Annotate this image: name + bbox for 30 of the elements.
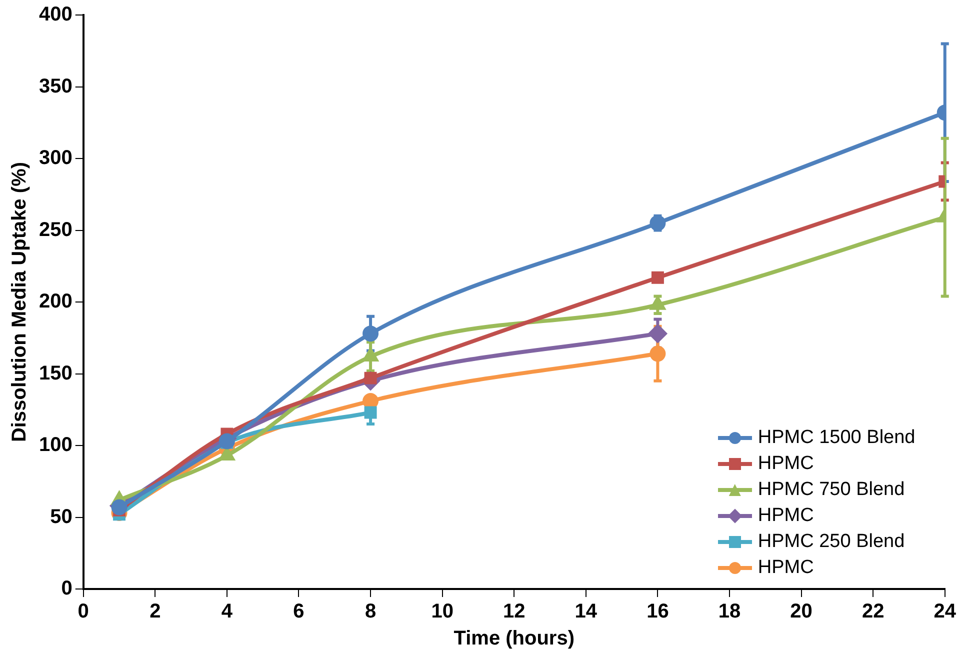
- x-tick-label: 16: [646, 600, 669, 623]
- y-tick-label: 100: [38, 434, 72, 456]
- y-tick-label: 150: [38, 362, 72, 384]
- y-tick-label: 300: [38, 147, 72, 170]
- x-axis-title: Time (hours): [454, 628, 575, 650]
- x-tick-label: 12: [503, 600, 526, 623]
- legend-label: HPMC 1500 Blend: [758, 427, 916, 449]
- x-tick-label: 20: [790, 600, 812, 623]
- y-tick-label: 350: [38, 75, 72, 98]
- y-tick-label: 250: [38, 218, 72, 241]
- x-tick-label: 0: [78, 600, 89, 623]
- y-tick-label: 400: [38, 4, 72, 26]
- x-tick-label: 18: [718, 600, 741, 623]
- x-tick-label: 8: [364, 600, 376, 623]
- x-tick-label: 2: [150, 600, 161, 623]
- y-tick-label: 50: [50, 506, 72, 528]
- legend-label: HPMC: [758, 453, 814, 475]
- x-tick-label: 10: [431, 600, 454, 623]
- x-tick-label: 4: [221, 600, 234, 623]
- y-tick-label: 200: [38, 290, 72, 313]
- x-tick-label: 6: [293, 600, 304, 623]
- legend-label: HPMC: [758, 557, 814, 579]
- legend-label: HPMC 250 Blend: [758, 531, 905, 553]
- x-tick-label: 24: [934, 600, 957, 623]
- y-axis-title: Dissolution Media Uptake (%): [8, 162, 31, 442]
- legend-label: HPMC 750 Blend: [758, 479, 905, 501]
- y-tick-label: 0: [61, 578, 72, 600]
- legend-label: HPMC: [758, 505, 814, 527]
- x-tick-label: 22: [862, 600, 884, 623]
- x-tick-label: 14: [574, 600, 598, 623]
